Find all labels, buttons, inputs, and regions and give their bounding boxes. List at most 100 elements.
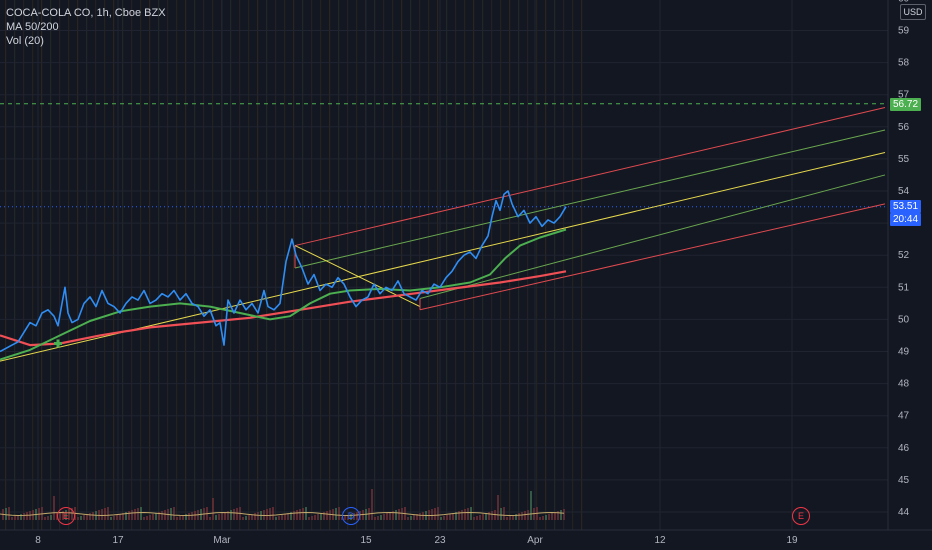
volume-bar	[470, 507, 472, 520]
volume-bar	[185, 514, 187, 520]
earnings-marker[interactable]: E	[57, 507, 75, 525]
volume-bar	[266, 509, 268, 520]
volume-bar	[518, 513, 520, 520]
legend-ma[interactable]: MA 50/200	[6, 21, 59, 33]
volume-bar	[89, 513, 91, 520]
volume-bar	[482, 514, 484, 520]
session-stripe	[329, 0, 331, 530]
volume-bar	[50, 515, 52, 520]
volume-bar	[221, 513, 223, 520]
y-tick-label: 49	[898, 347, 910, 358]
session-stripe	[410, 0, 412, 530]
volume-bar	[359, 511, 361, 520]
volume-bar	[26, 512, 28, 520]
volume-bar	[305, 507, 307, 520]
dividend-marker[interactable]: D	[342, 507, 360, 525]
volume-bar	[539, 517, 541, 520]
volume-bar	[395, 510, 397, 520]
session-stripe	[176, 0, 178, 530]
y-tick-label: 55	[898, 154, 910, 165]
session-stripe	[428, 0, 430, 530]
volume-bar	[164, 510, 166, 520]
volume-bar	[437, 507, 439, 520]
session-stripe	[113, 0, 115, 530]
volume-bar	[191, 512, 193, 520]
volume-bar	[563, 509, 565, 520]
volume-bar	[104, 508, 106, 520]
volume-bar	[461, 510, 463, 520]
legend-symbol[interactable]: COCA-COLA CO, 1h, Cboe BZX	[6, 7, 166, 19]
volume-bar	[113, 516, 115, 520]
session-stripe	[5, 0, 7, 530]
y-tick-label: 51	[898, 282, 910, 293]
volume-bar	[473, 517, 475, 520]
session-stripe	[284, 0, 286, 530]
session-stripe	[374, 0, 376, 530]
x-tick-label: 12	[654, 535, 666, 546]
session-stripe	[194, 0, 196, 530]
volume-bar	[11, 517, 13, 520]
session-stripe	[32, 0, 34, 530]
volume-bar	[23, 513, 25, 520]
price-line	[0, 190, 567, 353]
session-stripe	[86, 0, 88, 530]
x-tick-label: 15	[360, 535, 372, 546]
y-tick-label: 44	[898, 507, 910, 518]
volume-bar	[227, 511, 229, 520]
session-stripe	[239, 0, 241, 530]
volume-bar	[467, 508, 469, 520]
volume-bar	[8, 507, 10, 520]
volume-bar	[137, 508, 139, 520]
session-stripe	[419, 0, 421, 530]
session-stripe	[293, 0, 295, 530]
volume-bar	[233, 509, 235, 520]
volume-bar	[77, 517, 79, 520]
earnings-marker-future[interactable]: E	[792, 507, 810, 525]
volume-bar	[170, 508, 172, 520]
session-stripe	[392, 0, 394, 530]
volume-bar	[92, 512, 94, 520]
y-tick-label: 47	[898, 411, 910, 422]
volume-bar	[557, 511, 559, 520]
y-tick-label: 59	[898, 26, 910, 37]
legend-vol[interactable]: Vol (20)	[6, 35, 44, 47]
volume-bar	[320, 513, 322, 520]
session-stripe	[401, 0, 403, 530]
x-tick-label: Apr	[527, 535, 543, 546]
volume-bar	[527, 510, 529, 520]
volume-bar	[134, 509, 136, 520]
session-stripe	[383, 0, 385, 530]
volume-bar	[212, 498, 214, 520]
session-stripe	[311, 0, 313, 530]
y-tick-label: 54	[898, 186, 910, 197]
session-stripe	[563, 0, 565, 530]
volume-bar	[545, 515, 547, 520]
volume-bar	[86, 514, 88, 520]
session-stripe	[527, 0, 529, 530]
session-stripe	[167, 0, 169, 530]
session-stripe	[482, 0, 484, 530]
session-stripe	[437, 0, 439, 530]
x-tick-label: 8	[35, 535, 41, 546]
volume-bar	[389, 512, 391, 520]
currency-button[interactable]: USD	[900, 4, 926, 20]
volume-bar	[143, 517, 145, 520]
volume-bar	[176, 517, 178, 520]
volume-bar	[269, 508, 271, 520]
volume-ma-line	[0, 511, 565, 517]
session-stripe	[266, 0, 268, 530]
volume-bar	[215, 515, 217, 520]
volume-bar	[107, 507, 109, 520]
volume-bar	[455, 512, 457, 520]
session-stripe	[248, 0, 250, 530]
volume-bar	[338, 507, 340, 520]
volume-bar	[452, 513, 454, 520]
volume-bar	[317, 514, 319, 520]
volume-bar	[80, 516, 82, 520]
session-stripe	[446, 0, 448, 530]
volume-bar	[242, 517, 244, 520]
y-tick-label: 57	[898, 90, 910, 101]
